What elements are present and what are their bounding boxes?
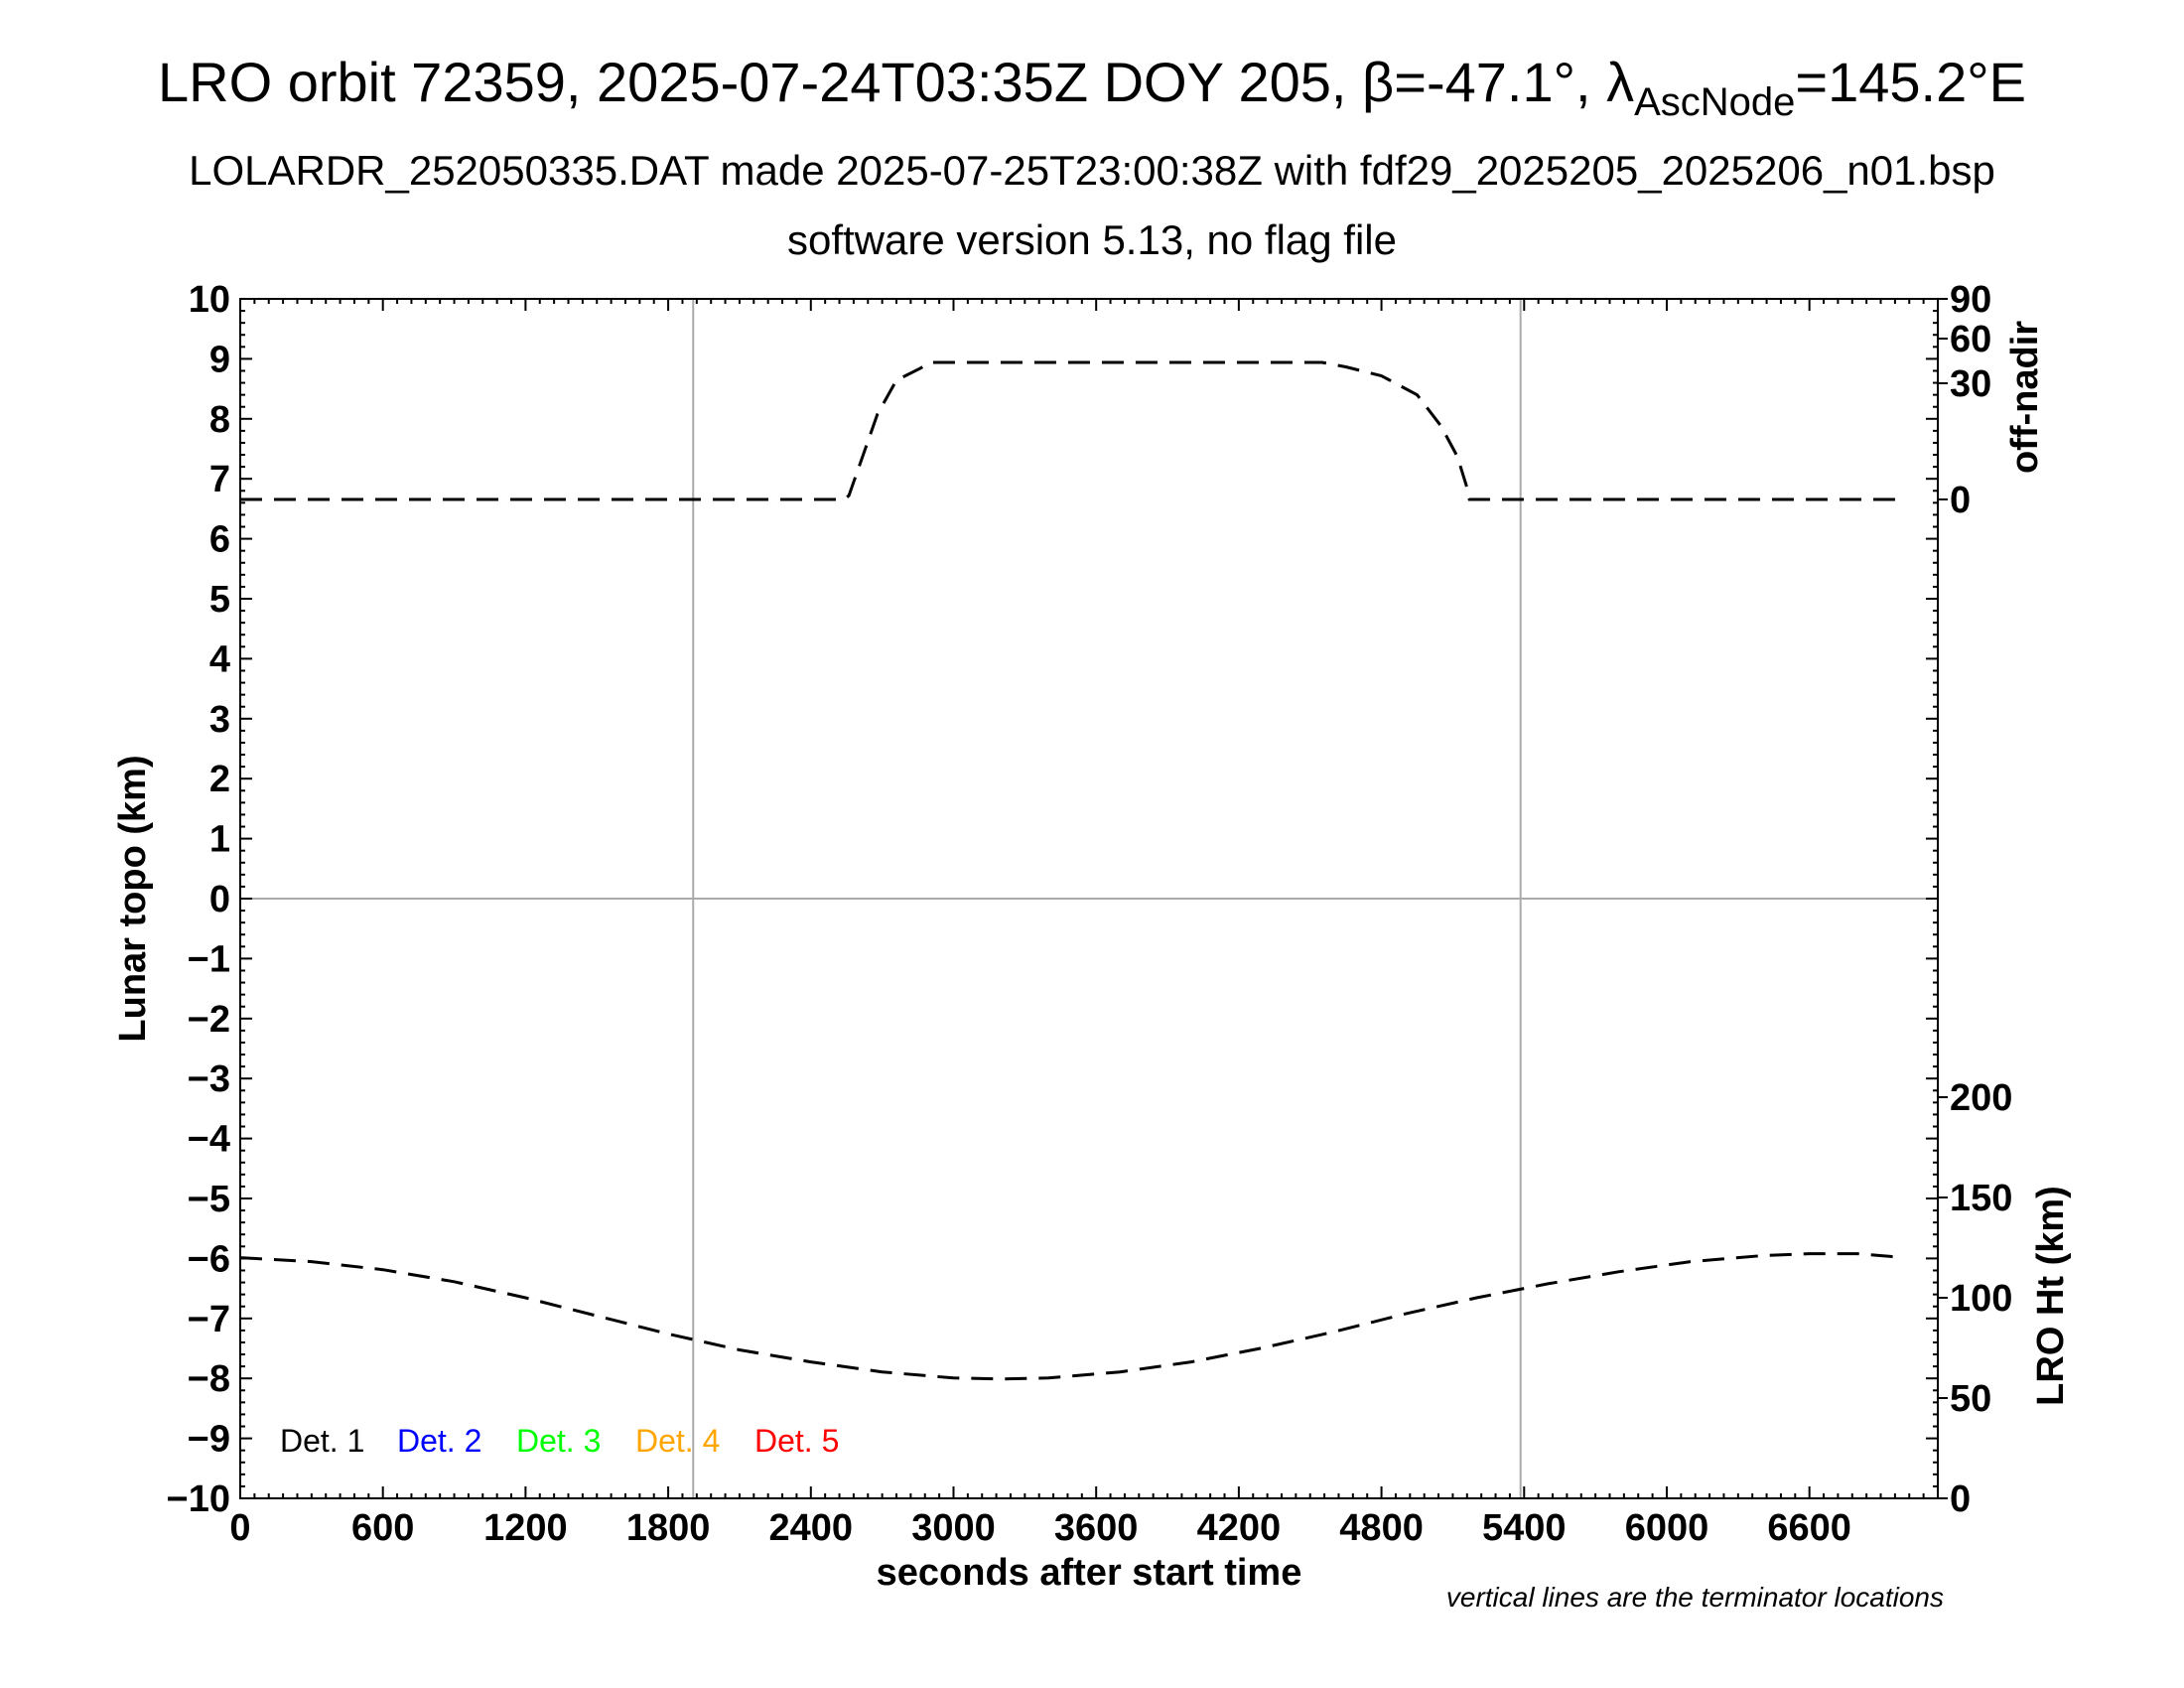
legend-item-det-2: Det. 2 xyxy=(397,1423,481,1459)
x-tick-label-1200: 1200 xyxy=(483,1507,568,1549)
lro-ht-tick-label-100: 100 xyxy=(1950,1278,2012,1320)
y-tick-label: 4 xyxy=(209,638,230,680)
lro-ht-tick-label-0: 0 xyxy=(1950,1478,1971,1520)
x-axis-title: seconds after start time xyxy=(877,1552,1302,1594)
y-tick-label: −7 xyxy=(188,1299,230,1340)
y-tick-label: 8 xyxy=(209,399,230,441)
y2-bottom-axis-title: LRO Ht (km) xyxy=(2030,1186,2072,1406)
legend-item-det-4: Det. 4 xyxy=(635,1423,720,1459)
y-tick-label: −4 xyxy=(188,1119,230,1161)
y-tick-label: −1 xyxy=(188,938,230,980)
x-tick-label-4800: 4800 xyxy=(1339,1507,1424,1549)
x-tick-label-5400: 5400 xyxy=(1482,1507,1567,1549)
title-subscript: AscNode xyxy=(1634,80,1796,124)
y-tick-label: −6 xyxy=(188,1238,230,1280)
chart-title: LRO orbit 72359, 2025-07-24T03:35Z DOY 2… xyxy=(0,50,2184,125)
title-main: LRO orbit 72359, 2025-07-24T03:35Z DOY 2… xyxy=(157,51,1635,113)
y-tick-label: −3 xyxy=(188,1058,230,1100)
y-tick-label: 10 xyxy=(189,279,230,321)
y-tick-label: 1 xyxy=(209,819,230,861)
lro-ht-series-line xyxy=(239,1252,1905,1381)
x-tick-label-2400: 2400 xyxy=(769,1507,854,1549)
off-nadir-tick-label-30: 30 xyxy=(1950,363,1991,405)
grid-layer xyxy=(240,299,1938,1498)
y-tick-label: −10 xyxy=(167,1478,230,1520)
title-tail: =145.2°E xyxy=(1795,51,2027,113)
lro-ht-tick-label-150: 150 xyxy=(1950,1178,2012,1219)
off-nadir-tick-label-60: 60 xyxy=(1950,319,1991,360)
terminator-note: vertical lines are the terminator locati… xyxy=(1446,1582,1944,1613)
chart-subtitle-file: LOLARDR_252050335.DAT made 2025-07-25T23… xyxy=(189,147,1995,194)
x-tick-label-3600: 3600 xyxy=(1054,1507,1139,1549)
y-tick-label: −2 xyxy=(188,999,230,1041)
chart-subtitle-version: software version 5.13, no flag file xyxy=(786,216,1397,263)
y-tick-label: 5 xyxy=(209,579,230,621)
y-tick-label: 0 xyxy=(209,879,230,920)
tick-layer xyxy=(239,298,1948,1499)
y-tick-label: −8 xyxy=(188,1358,230,1400)
legend-item-det-5: Det. 5 xyxy=(754,1423,839,1459)
lro-ht-tick-label-200: 200 xyxy=(1950,1077,2012,1119)
x-tick-label-3000: 3000 xyxy=(911,1507,996,1549)
x-tick-label-4200: 4200 xyxy=(1197,1507,1282,1549)
legend-item-det-3: Det. 3 xyxy=(516,1423,601,1459)
tick-label-layer: 0 600 1200 1800 2400 3000 3600 4200 4800 5400 6000… xyxy=(167,279,2013,1549)
series-layer xyxy=(239,360,1905,1381)
x-tick-label-6600: 6600 xyxy=(1767,1507,1851,1549)
x-tick-label-600: 600 xyxy=(351,1507,414,1549)
y-tick-label: 9 xyxy=(209,339,230,380)
y-tick-label: −5 xyxy=(188,1179,230,1220)
x-tick-label-0: 0 xyxy=(229,1507,250,1549)
off-nadir-series-line xyxy=(240,360,1905,501)
off-nadir-tick-label-0: 0 xyxy=(1950,480,1971,521)
y-tick-label: 6 xyxy=(209,519,230,561)
x-tick-label-6000: 6000 xyxy=(1625,1507,1709,1549)
y-tick-label: 7 xyxy=(209,459,230,500)
off-nadir-tick-label-90: 90 xyxy=(1950,279,1991,321)
y-axis-title: Lunar topo (km) xyxy=(112,755,154,1042)
y2-top-axis-title: off-nadir xyxy=(2004,321,2046,474)
legend: Det. 1 Det. 2 Det. 3 Det. 4 Det. 5 xyxy=(280,1423,839,1459)
y-tick-label: −9 xyxy=(188,1419,230,1461)
legend-item-det-1: Det. 1 xyxy=(280,1423,364,1459)
lro-ht-tick-label-50: 50 xyxy=(1950,1378,1991,1420)
y-tick-label: 3 xyxy=(209,699,230,741)
x-tick-label-1800: 1800 xyxy=(626,1507,711,1549)
y-tick-label: 2 xyxy=(209,759,230,800)
